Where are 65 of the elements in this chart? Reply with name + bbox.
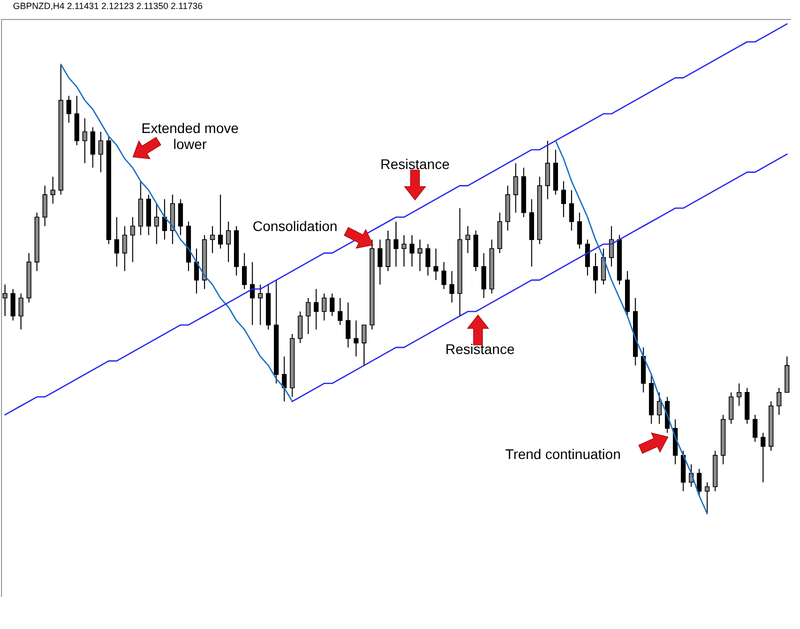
candlestick (50, 176, 56, 204)
candlestick (250, 262, 255, 326)
candlestick (561, 180, 566, 218)
candlestick (258, 284, 263, 326)
candlestick (162, 198, 167, 240)
candlestick (465, 226, 470, 254)
candlestick (90, 126, 96, 168)
candlestick (2, 284, 8, 316)
candlestick (130, 216, 136, 263)
annotation: Trend continuation (505, 446, 621, 462)
candlestick (346, 302, 351, 348)
candlestick (154, 203, 160, 245)
candlestick (569, 190, 574, 232)
candlestick (322, 293, 327, 321)
candlestick (434, 248, 438, 281)
candlestick (66, 95, 72, 124)
candlestick (601, 248, 606, 286)
candlestick (306, 298, 311, 334)
annotation: Consolidation (252, 218, 338, 234)
candlestick (656, 392, 662, 424)
candlestick (242, 252, 247, 290)
candlestick (10, 288, 16, 321)
annotation: Resistance (380, 156, 450, 172)
candlestick (378, 239, 382, 286)
chart-title: GBPNZD,H4 2.11431 2.12123 2.11350 2.11736 (13, 1, 203, 11)
candlestick (696, 468, 702, 496)
candlestick (513, 162, 518, 214)
candlestick (441, 262, 446, 290)
candlestick (226, 221, 231, 263)
candlestick (426, 244, 430, 276)
candlestick (449, 270, 454, 304)
candlestick (314, 288, 319, 330)
candlestick (545, 140, 550, 200)
candlestick (210, 226, 215, 254)
candlestick (736, 382, 742, 406)
candlestick (410, 234, 414, 268)
candlestick (577, 212, 582, 250)
candlestick (418, 239, 422, 272)
candlestick (178, 198, 183, 236)
candlestick (114, 216, 120, 268)
candlestick (82, 118, 88, 164)
candlestick (218, 194, 223, 250)
candlestick (394, 221, 398, 268)
candlestick (776, 387, 782, 416)
candlestick (609, 226, 614, 268)
candlestick (704, 482, 710, 514)
candlestick (98, 131, 104, 173)
candlestick (728, 392, 734, 424)
annotation: Extended move lower (141, 120, 239, 152)
candlestick (18, 293, 24, 330)
candlestick (760, 432, 766, 483)
candlestick (402, 234, 406, 268)
annotation: Resistance (445, 341, 515, 357)
candlestick (122, 226, 128, 272)
candlestick (194, 248, 199, 294)
candlestick (354, 320, 358, 357)
candlestick (593, 252, 598, 294)
candlestick (42, 185, 48, 227)
candlestick (585, 239, 590, 276)
candlestick (338, 298, 343, 326)
candlestick (330, 293, 335, 316)
candlestick (752, 414, 758, 442)
candlestick (481, 252, 486, 299)
candlestick (362, 324, 366, 366)
candlestick (298, 311, 303, 344)
